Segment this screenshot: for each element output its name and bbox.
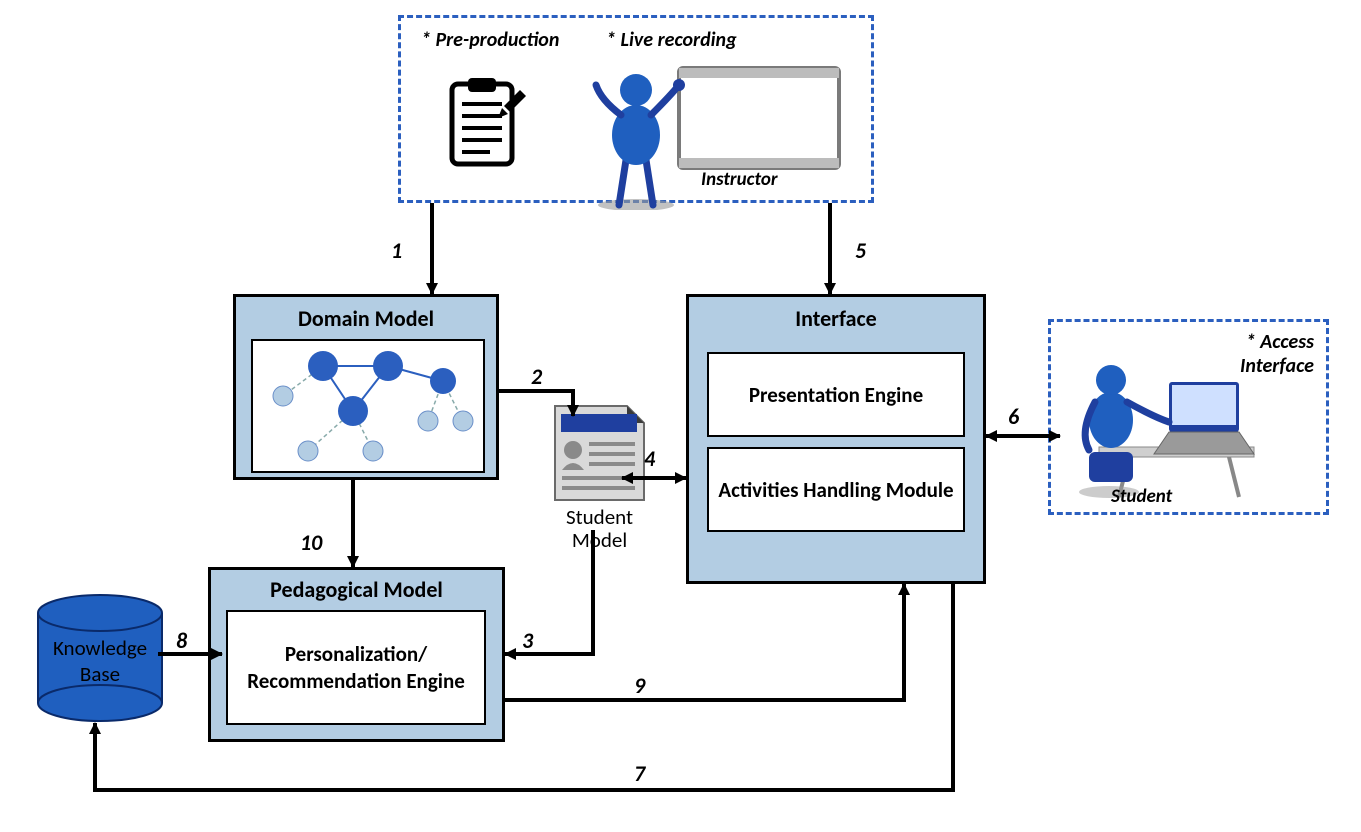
interface-title: Interface bbox=[689, 305, 983, 332]
activities-module: Activities Handling Module bbox=[707, 447, 965, 532]
student-icon bbox=[1059, 342, 1259, 502]
domain-graph-icon bbox=[251, 339, 485, 473]
knowledge-base: KnowledgeBase bbox=[30, 593, 170, 723]
interface-box: Interface Presentation Engine Activities H… bbox=[686, 294, 986, 584]
instructor-panel: * Pre-production * Live recording Instruct… bbox=[398, 15, 874, 203]
annot-preproduction: * Pre-production bbox=[421, 28, 559, 52]
edge-label-1: 1 bbox=[391, 237, 402, 264]
edge-label-10: 10 bbox=[300, 529, 322, 556]
student-model: Student Model bbox=[547, 398, 652, 543]
edge-label-3: 3 bbox=[522, 627, 533, 654]
pedagogical-title: Pedagogical Model bbox=[211, 576, 502, 603]
student-model-label: Student Model bbox=[537, 506, 662, 552]
student-label: Student bbox=[1111, 485, 1172, 508]
student-panel: * Access InterfaceStudent bbox=[1048, 319, 1329, 515]
edge-label-8: 8 bbox=[176, 627, 187, 654]
pedagogical-box: Pedagogical Model Personalization/ Recomm… bbox=[208, 567, 505, 742]
domain-model-box: Domain Model bbox=[233, 294, 499, 480]
edge-label-7: 7 bbox=[634, 760, 645, 787]
edge-label-5: 5 bbox=[855, 237, 866, 264]
edge-label-6: 6 bbox=[1008, 403, 1019, 430]
domain-model-title: Domain Model bbox=[236, 305, 496, 332]
edge-label-9: 9 bbox=[634, 672, 645, 699]
edge-label-4: 4 bbox=[644, 445, 655, 472]
instructor-label: Instructor bbox=[701, 168, 778, 191]
edge-label-2: 2 bbox=[531, 363, 542, 390]
kb-label2: Base bbox=[30, 661, 170, 687]
presentation-engine: Presentation Engine bbox=[707, 352, 965, 437]
kb-label1: Knowledge bbox=[30, 635, 170, 661]
personalization-engine: Personalization/ Recommendation Engine bbox=[226, 610, 486, 725]
annot-liverecording: * Live recording bbox=[606, 28, 737, 52]
clipboard-icon bbox=[446, 78, 526, 173]
student-model-icon bbox=[547, 398, 652, 508]
